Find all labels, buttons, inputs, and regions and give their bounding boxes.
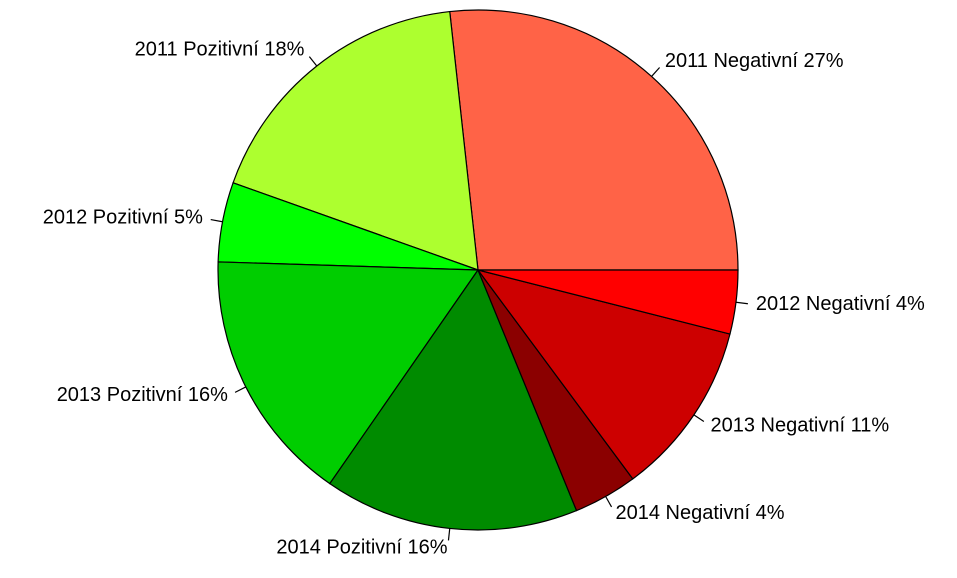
pie-label-tick [210, 218, 223, 223]
pie-label-tick [308, 56, 318, 67]
pie-slice-label: 2011 Negativní 27% [665, 50, 844, 72]
pie-label-tick [693, 414, 705, 423]
pie-slice-label: 2011 Pozitivní 18% [135, 39, 305, 61]
pie-slice-label: 2012 Pozitivní 5% [43, 206, 203, 228]
pie-slice-label: 2014 Pozitivní 16% [276, 537, 447, 559]
pie-label-tick [447, 528, 451, 541]
pie-label-tick [234, 386, 247, 393]
pie-label-tick [605, 496, 613, 508]
pie-slice [477, 269, 739, 335]
pie-slice-label: 2012 Negativní 4% [756, 293, 925, 315]
pie-slice [217, 261, 480, 485]
pie-slice-label: 2014 Negativní 4% [615, 502, 784, 524]
pie-slice-label: 2013 Negativní 11% [711, 414, 890, 436]
pie-label-tick [735, 301, 748, 305]
pie-slice [449, 9, 739, 271]
pie-label-tick [651, 67, 661, 77]
pie-slice-label: 2013 Pozitivní 16% [57, 384, 228, 406]
